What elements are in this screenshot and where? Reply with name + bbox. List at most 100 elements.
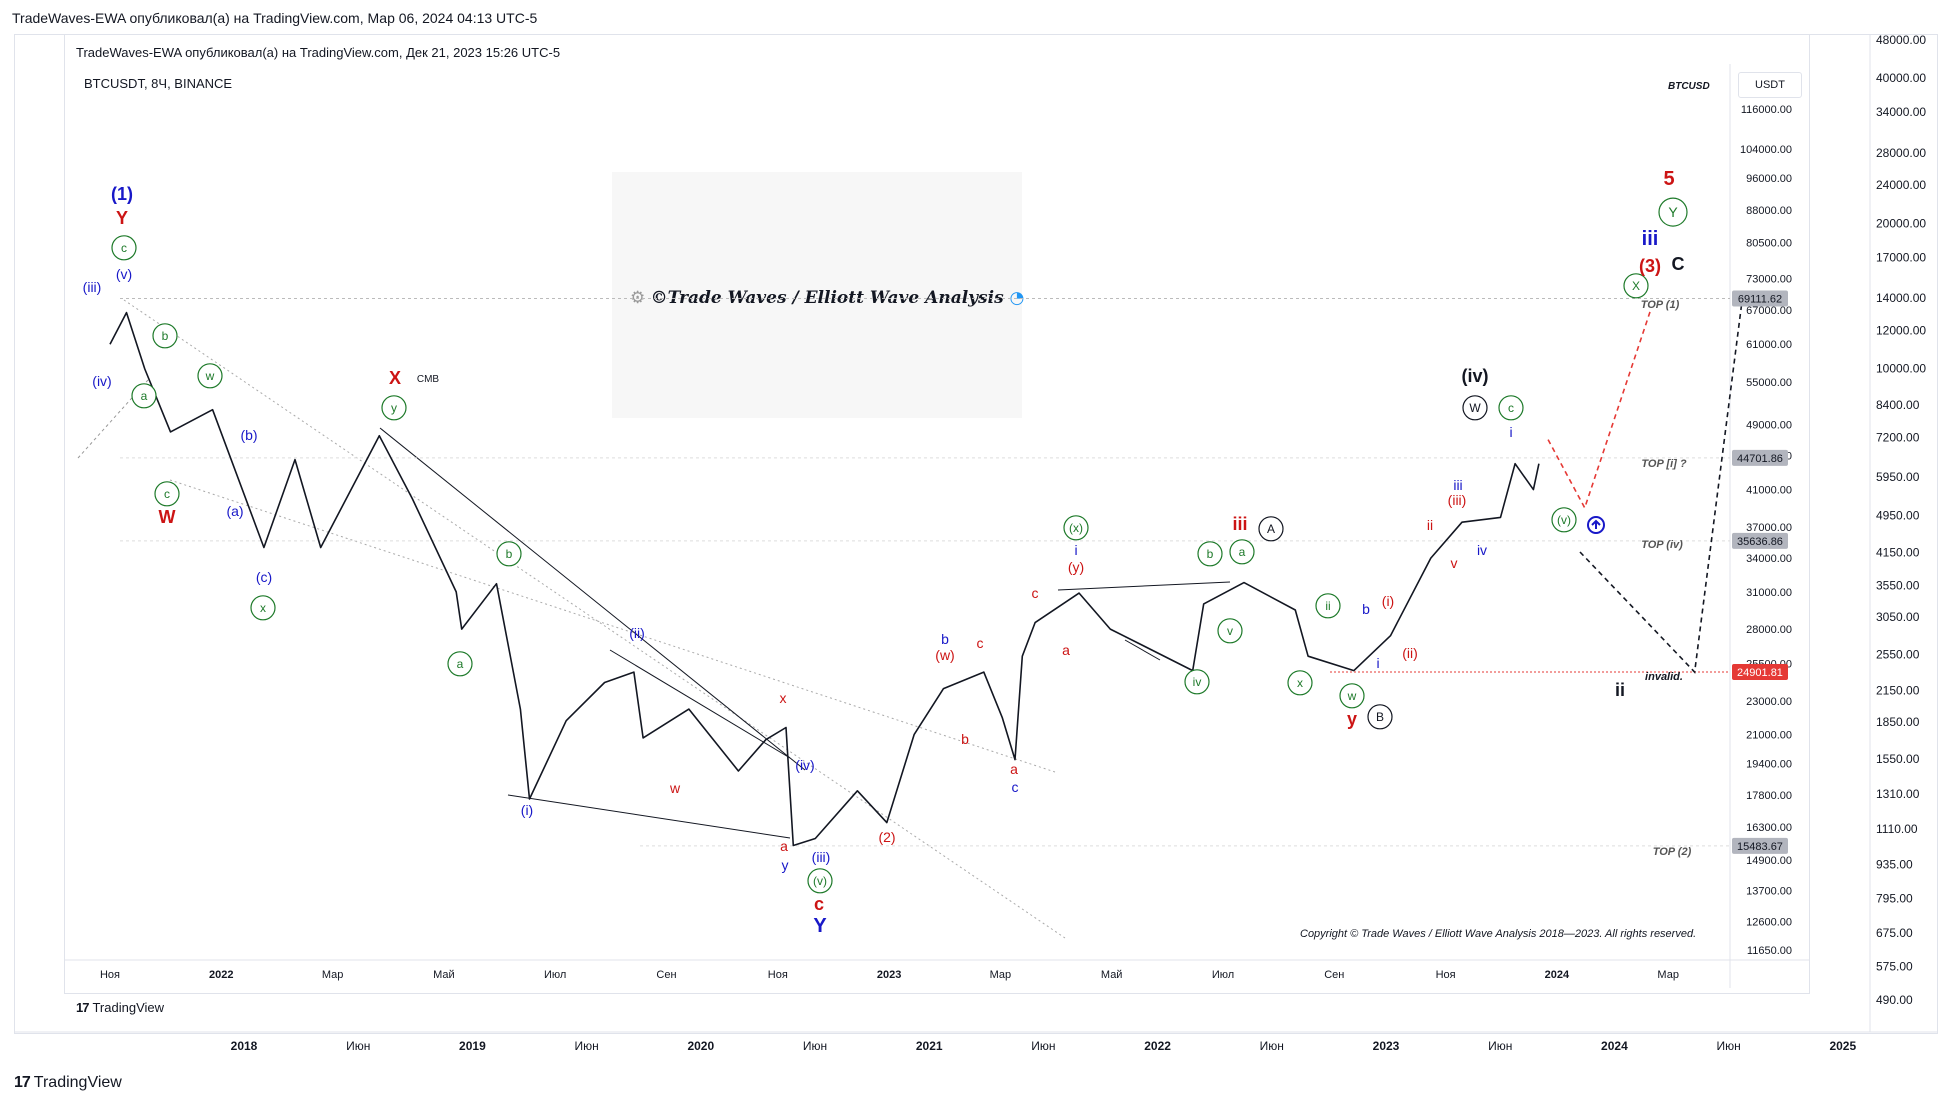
outer-tradingview-logo[interactable]: 17 TradingView xyxy=(14,1074,122,1092)
price-tag-label: 69111.62 xyxy=(1738,294,1782,306)
wave-label: c xyxy=(814,894,824,914)
inner-y-tick: 16300.00 xyxy=(1746,822,1792,834)
wave-label: b xyxy=(506,547,513,561)
inner-y-tick: 116000.00 xyxy=(1741,104,1792,116)
wave-label: y xyxy=(782,857,789,873)
inner-y-tick: 19400.00 xyxy=(1746,758,1792,770)
wave-label-circle xyxy=(1287,670,1313,696)
wave-label-circle xyxy=(111,235,137,261)
inner-y-tick: 88000.00 xyxy=(1746,205,1792,217)
gear-icon: ⚙ xyxy=(630,288,651,308)
wave-label: (iv) xyxy=(1462,366,1489,386)
inner-x-tick: Июл xyxy=(1212,969,1234,981)
outer-y-tick: 795.00 xyxy=(1876,892,1913,906)
wave-label: x xyxy=(260,601,266,615)
outer-y-tick: 1550.00 xyxy=(1876,752,1920,766)
wave-label-circle xyxy=(1498,395,1524,421)
outer-x-tick: Июн xyxy=(803,1039,827,1053)
wave-label: X xyxy=(1632,279,1640,293)
price-tag-label: 44701.86 xyxy=(1737,453,1783,465)
wave-label: c xyxy=(1508,401,1514,415)
wave-label: w xyxy=(205,369,215,383)
wave-label-circle xyxy=(1315,593,1341,619)
outer-x-tick: 2018 xyxy=(231,1039,258,1053)
inner-y-tick: 55000.00 xyxy=(1746,377,1792,389)
copyright-text: Copyright © Trade Waves / Elliott Wave A… xyxy=(1300,928,1697,940)
wave-label: (i) xyxy=(1382,593,1394,609)
secondary-symbol-label: BTCUSD xyxy=(1668,81,1710,92)
wave-label-circle xyxy=(1367,704,1393,730)
arrow-up-icon-glyph xyxy=(1591,519,1601,529)
outer-y-tick: 34000.00 xyxy=(1876,105,1926,119)
inner-y-tick: 23000.00 xyxy=(1746,696,1792,708)
inner-y-tick: 11650.00 xyxy=(1747,945,1792,957)
inner-x-tick: Ноя xyxy=(1436,969,1456,981)
wave-label: iii xyxy=(1453,477,1462,493)
projection-red-path xyxy=(1547,309,1652,510)
wave-label: y xyxy=(391,401,397,415)
inner-x-tick: Мар xyxy=(322,969,344,981)
inner-y-tick: 67000.00 xyxy=(1746,305,1792,317)
wave-label: c xyxy=(1012,779,1019,795)
wave-label: a xyxy=(780,838,788,854)
outer-y-tick: 40000.00 xyxy=(1876,71,1926,85)
inner-x-tick: 2022 xyxy=(209,969,233,981)
inner-x-tick: 2024 xyxy=(1545,969,1570,981)
wave-label: (c) xyxy=(256,569,272,585)
outer-y-tick: 28000.00 xyxy=(1876,146,1926,160)
inner-y-tick: 21000.00 xyxy=(1746,729,1792,741)
outer-logo-text: TradingView xyxy=(33,1074,122,1091)
price-tag-bg xyxy=(1732,532,1788,549)
wave-label: (1) xyxy=(111,184,133,204)
wave-label: (ii) xyxy=(629,625,645,641)
outer-x-tick: 2019 xyxy=(459,1039,486,1053)
price-tag-bg xyxy=(1732,837,1788,854)
outer-y-tick: 10000.00 xyxy=(1876,361,1926,375)
wave-label: i xyxy=(1509,424,1512,440)
outer-x-tick: 2025 xyxy=(1829,1039,1856,1053)
currency-button[interactable]: USDT xyxy=(1738,72,1802,98)
wave-label: (i) xyxy=(521,802,533,818)
wave-label: iii xyxy=(1642,228,1659,250)
inner-y-tick: 14900.00 xyxy=(1746,855,1792,867)
price-tag-label: 15483.67 xyxy=(1737,841,1783,853)
outer-y-tick: 8400.00 xyxy=(1876,398,1920,412)
price-tag-label: 35636.86 xyxy=(1737,536,1783,548)
wave-label-circle xyxy=(1217,618,1243,644)
outer-y-tick: 17000.00 xyxy=(1876,250,1926,264)
outer-x-tick: 2020 xyxy=(687,1039,714,1053)
outer-y-tick: 4950.00 xyxy=(1876,509,1920,523)
wave-label: W xyxy=(159,507,176,527)
outer-y-tick: 2150.00 xyxy=(1876,683,1920,697)
outer-y-tick: 3050.00 xyxy=(1876,610,1920,624)
level-label: TOP (iv) xyxy=(1641,539,1683,551)
inner-logo-text: TradingView xyxy=(92,1000,165,1015)
outer-y-tick: 1310.00 xyxy=(1876,787,1920,801)
wave-label-circle xyxy=(131,383,157,409)
symbol-label[interactable]: BTCUSDT, 8Ч, BINANCE xyxy=(84,76,233,91)
outer-y-tick: 7200.00 xyxy=(1876,430,1920,444)
wave-label: c xyxy=(977,635,984,651)
inner-x-tick: Ноя xyxy=(100,969,120,981)
tv-logo-icon-outer: 17 xyxy=(14,1074,31,1091)
inner-y-tick: 41000.00 xyxy=(1746,485,1792,497)
inner-y-tick: 80500.00 xyxy=(1746,238,1792,250)
wave-label: (v) xyxy=(813,874,827,888)
trend-line xyxy=(609,649,791,759)
inner-caption: TradeWaves-EWA опубликовал(а) на Trading… xyxy=(76,45,561,60)
wave-label: (v) xyxy=(116,266,132,282)
wave-label: Y xyxy=(116,208,128,228)
wave-label: b xyxy=(1207,547,1214,561)
wave-label: a xyxy=(457,657,464,671)
wave-label: ii xyxy=(1427,517,1433,533)
price-tag-bg xyxy=(1732,664,1788,681)
price-tag-bg xyxy=(1732,290,1788,307)
outer-y-tick: 5950.00 xyxy=(1876,470,1920,484)
inner-tradingview-logo[interactable]: 17 TradingView xyxy=(76,1000,164,1015)
tv-logo-icon: 17 xyxy=(76,1000,90,1015)
wave-label: x xyxy=(1297,676,1303,690)
wave-label: (ii) xyxy=(1402,645,1418,661)
level-label: TOP (1) xyxy=(1641,299,1680,311)
inner-y-tick: 13700.00 xyxy=(1746,886,1792,898)
